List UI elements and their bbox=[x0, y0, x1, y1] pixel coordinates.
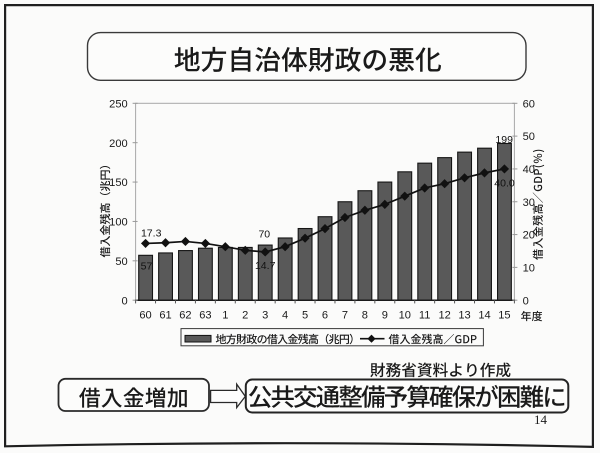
svg-text:12: 12 bbox=[438, 310, 450, 322]
svg-text:2: 2 bbox=[242, 310, 248, 322]
svg-text:61: 61 bbox=[159, 310, 171, 322]
svg-text:70: 70 bbox=[258, 229, 270, 241]
svg-text:6: 6 bbox=[322, 310, 328, 322]
svg-text:0: 0 bbox=[523, 295, 529, 307]
svg-text:14: 14 bbox=[478, 310, 490, 322]
svg-text:100: 100 bbox=[109, 217, 128, 229]
svg-text:150: 150 bbox=[109, 177, 128, 189]
svg-text:50: 50 bbox=[115, 256, 127, 268]
svg-text:200: 200 bbox=[109, 138, 128, 150]
svg-text:40.0: 40.0 bbox=[494, 178, 515, 190]
svg-text:60: 60 bbox=[523, 98, 535, 110]
svg-text:4: 4 bbox=[282, 310, 288, 322]
svg-text:20: 20 bbox=[523, 230, 535, 242]
svg-text:250: 250 bbox=[109, 98, 128, 110]
svg-text:15: 15 bbox=[498, 310, 510, 322]
svg-text:17.3: 17.3 bbox=[141, 227, 162, 239]
svg-text:5: 5 bbox=[302, 310, 308, 322]
svg-text:11: 11 bbox=[419, 310, 431, 322]
svg-text:14.7: 14.7 bbox=[255, 260, 276, 272]
svg-text:3: 3 bbox=[262, 310, 268, 322]
svg-text:0: 0 bbox=[122, 295, 128, 307]
svg-text:57: 57 bbox=[141, 260, 153, 272]
svg-text:60: 60 bbox=[139, 310, 151, 322]
svg-text:30: 30 bbox=[523, 197, 535, 209]
svg-text:199: 199 bbox=[495, 134, 513, 146]
svg-text:63: 63 bbox=[199, 310, 211, 322]
svg-text:62: 62 bbox=[179, 310, 191, 322]
svg-text:40: 40 bbox=[523, 164, 535, 176]
svg-text:50: 50 bbox=[523, 131, 535, 143]
svg-text:10: 10 bbox=[523, 262, 535, 274]
svg-text:14: 14 bbox=[534, 412, 548, 427]
svg-text:10: 10 bbox=[399, 310, 411, 322]
svg-text:7: 7 bbox=[342, 310, 348, 322]
svg-text:1: 1 bbox=[222, 310, 228, 322]
svg-text:9: 9 bbox=[382, 310, 388, 322]
svg-text:8: 8 bbox=[362, 310, 368, 322]
svg-text:13: 13 bbox=[458, 310, 470, 322]
